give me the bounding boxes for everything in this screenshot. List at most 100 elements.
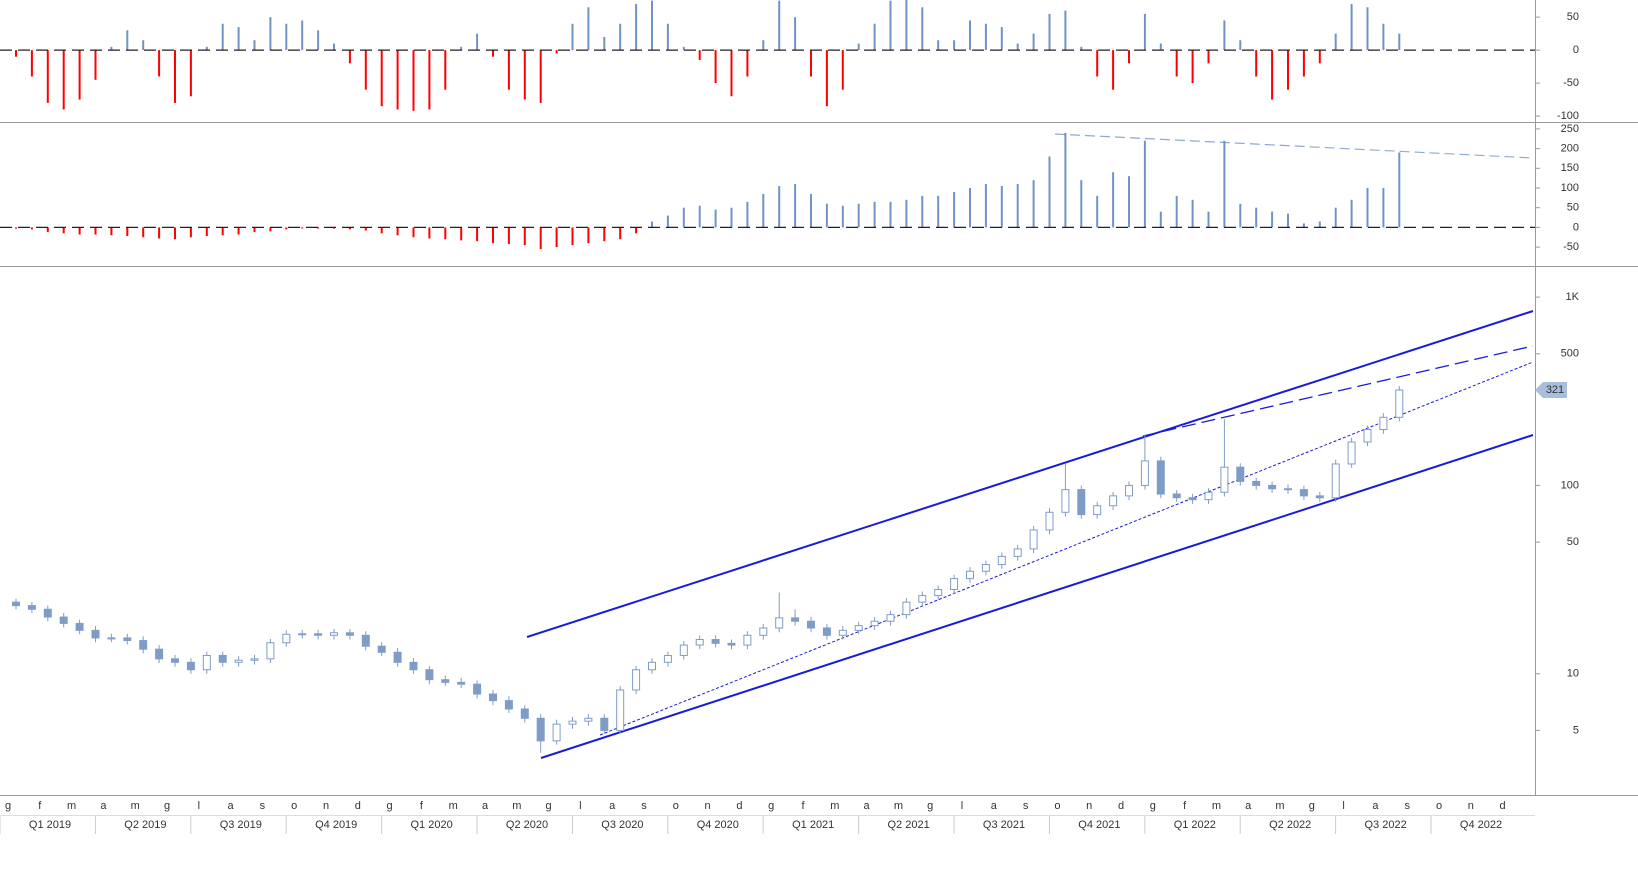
x-tick-label: a — [864, 800, 871, 812]
candle-body — [441, 679, 450, 683]
candle-body — [600, 717, 609, 731]
candle-body — [536, 717, 545, 742]
x-tick-label: d — [1118, 800, 1124, 812]
x-tick-label: m — [894, 800, 903, 812]
candle-body — [775, 617, 784, 629]
candle-body — [457, 681, 466, 685]
x-tick-label: s — [1023, 800, 1029, 812]
x-tick-label: l — [198, 800, 200, 812]
y-tick-label: -100 — [1557, 110, 1579, 122]
candle-body — [1172, 493, 1181, 499]
x-tick-label: a — [609, 800, 616, 812]
x-tick-label: s — [260, 800, 266, 812]
candle-body — [1061, 489, 1070, 513]
x-tick-label: f — [1183, 800, 1187, 812]
x-tick-label: l — [961, 800, 963, 812]
quarter-label: Q2 2019 — [124, 819, 166, 831]
quarter-label: Q3 2021 — [983, 819, 1025, 831]
y-tick-label: 100 — [1561, 479, 1579, 491]
x-tick-label: o — [673, 800, 679, 812]
y-tick-label: 50 — [1567, 536, 1579, 548]
candle-body — [568, 720, 577, 725]
candle-body — [1029, 529, 1038, 550]
x-tick-label: l — [1342, 800, 1344, 812]
candle-body — [1347, 441, 1356, 465]
panel-frames — [0, 0, 1638, 816]
x-tick-label: m — [830, 800, 839, 812]
x-tick-label: d — [736, 800, 742, 812]
quarter-label: Q3 2022 — [1364, 819, 1406, 831]
x-tick-label: f — [801, 800, 805, 812]
channel-lower — [540, 434, 1534, 759]
candle-body — [298, 633, 307, 636]
y-tick-label: 5 — [1573, 724, 1579, 736]
quarter-label: Q2 2022 — [1269, 819, 1311, 831]
candle-body — [1315, 495, 1324, 499]
y-tick-label: 100 — [1561, 182, 1579, 194]
x-tick-label: g — [387, 800, 393, 812]
x-tick-label: g — [768, 800, 774, 812]
candle-body — [743, 634, 752, 646]
candle-body — [139, 640, 148, 650]
x-tick-label: a — [482, 800, 489, 812]
candle-body — [1252, 480, 1261, 486]
candle-body — [504, 700, 513, 710]
candle-body — [1013, 548, 1022, 557]
candle-body — [807, 620, 815, 629]
quarter-label: Q4 2021 — [1078, 819, 1120, 831]
quarter-label: Q2 2020 — [506, 819, 548, 831]
candle-body — [886, 614, 895, 622]
y-tick-label: 150 — [1561, 162, 1579, 174]
x-tick-label: m — [131, 800, 140, 812]
quarter-label: Q1 2019 — [29, 819, 71, 831]
x-tick-label: f — [38, 800, 42, 812]
candle-body — [934, 589, 943, 597]
candle-body — [679, 644, 688, 656]
y-tick-label: 50 — [1567, 11, 1579, 23]
channel-upper — [526, 310, 1534, 638]
candle-body — [791, 617, 800, 622]
y-tick-label: 0 — [1573, 44, 1579, 56]
candle-body — [186, 661, 195, 671]
x-tick-label: a — [100, 800, 107, 812]
candle-body — [425, 669, 434, 681]
candle-body — [12, 601, 20, 607]
x-tick-label: a — [228, 800, 235, 812]
x-tick-label: m — [512, 800, 521, 812]
x-tick-label: o — [1054, 800, 1060, 812]
quarter-label: Q3 2019 — [220, 819, 262, 831]
candle-body — [1125, 484, 1133, 497]
candle-body — [1331, 463, 1340, 499]
candle-body — [1156, 460, 1165, 495]
x-tick-label: o — [1436, 800, 1442, 812]
x-tick-label: m — [67, 800, 76, 812]
x-tick-label: o — [291, 800, 297, 812]
y-tick-label: 500 — [1561, 348, 1579, 360]
x-tick-label: g — [546, 800, 552, 812]
candle-body — [489, 693, 497, 702]
candle-body — [377, 645, 386, 653]
candle-body — [838, 629, 847, 636]
y-tick-label: 0 — [1573, 221, 1579, 233]
quarter-label: Q2 2021 — [887, 819, 929, 831]
resistance-line — [1142, 345, 1534, 437]
quarter-label: Q4 2019 — [315, 819, 357, 831]
candle-body — [902, 601, 911, 616]
candle-body — [1077, 489, 1086, 516]
x-tick-label: m — [1212, 800, 1221, 812]
y-tick-label: 200 — [1561, 143, 1579, 155]
x-tick-label: m — [449, 800, 458, 812]
x-tick-label: g — [1309, 800, 1315, 812]
candle-body — [520, 708, 529, 719]
quarter-label: Q4 2020 — [697, 819, 739, 831]
x-tick-label: s — [1404, 800, 1410, 812]
x-tick-label: n — [705, 800, 711, 812]
quarter-label: Q3 2020 — [601, 819, 643, 831]
y-tick-label: 10 — [1567, 668, 1579, 680]
candle-body — [1045, 511, 1054, 531]
candle-body — [854, 625, 863, 631]
candle-body — [75, 622, 84, 631]
candle-body — [330, 632, 338, 636]
candle-body — [632, 669, 641, 691]
